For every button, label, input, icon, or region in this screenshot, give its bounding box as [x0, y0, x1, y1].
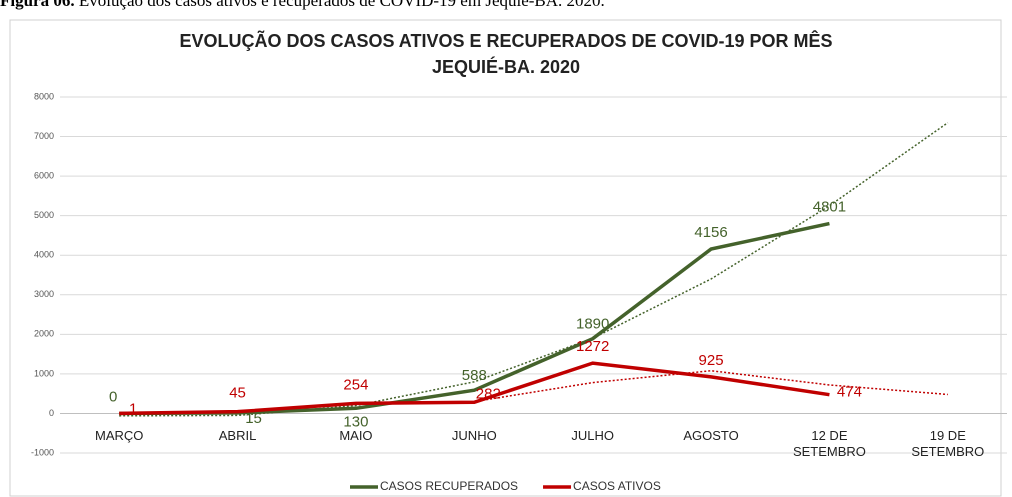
x-tick-label: JUNHO — [451, 428, 497, 444]
legend-label: CASOS RECUPERADOS — [380, 479, 518, 493]
y-tick-label: 5000 — [34, 210, 54, 220]
data-label: 925 — [699, 352, 724, 369]
data-label: 254 — [343, 376, 368, 393]
y-tick-label: 8000 — [34, 91, 54, 101]
trendline — [474, 369, 948, 403]
y-tick-label: 6000 — [34, 170, 54, 180]
data-label: 15 — [245, 410, 262, 427]
y-tick-label: 1000 — [34, 368, 54, 378]
data-label: 4801 — [813, 199, 846, 216]
x-tick-label: AGOSTO — [683, 428, 739, 444]
y-tick-label: 3000 — [34, 289, 54, 299]
data-label: 1272 — [576, 338, 609, 355]
legend-label: CASOS ATIVOS — [573, 479, 661, 493]
y-tick-label: 4000 — [34, 250, 54, 260]
chart-subtitle: JEQUIÉ-BA. 2020 — [432, 56, 580, 77]
data-label: 4156 — [694, 224, 727, 241]
data-label: 0 — [109, 388, 117, 405]
x-tick-label: JULHO — [571, 428, 614, 444]
data-label: 1890 — [576, 316, 609, 333]
y-tick-label: -1000 — [31, 447, 54, 457]
data-label: 474 — [837, 384, 862, 401]
x-tick-label: ABRIL — [218, 428, 257, 444]
data-label: 282 — [476, 385, 501, 402]
data-label: 1 — [129, 400, 137, 417]
data-label: 588 — [462, 367, 487, 384]
chart-title: EVOLUÇÃO DOS CASOS ATIVOS E RECUPERADOS … — [179, 30, 832, 51]
data-label: 45 — [229, 385, 246, 402]
series-line — [119, 221, 830, 416]
chart-border — [9, 19, 1002, 497]
x-tick-label: MAIO — [339, 428, 373, 444]
y-tick-label: 2000 — [34, 329, 54, 339]
y-tick-label: 7000 — [34, 131, 54, 141]
data-label: 130 — [343, 413, 368, 430]
caption: Figura 06. Evolução dos casos ativos e r… — [0, 0, 605, 10]
series-line — [119, 361, 830, 416]
x-tick-label: 12 DE SETEMBRO — [792, 428, 866, 460]
y-tick-label: 0 — [49, 408, 54, 418]
trendline — [119, 122, 949, 417]
x-tick-label: 19 DE SETEMBRO — [911, 428, 985, 460]
x-tick-label: MARÇO — [94, 428, 144, 444]
